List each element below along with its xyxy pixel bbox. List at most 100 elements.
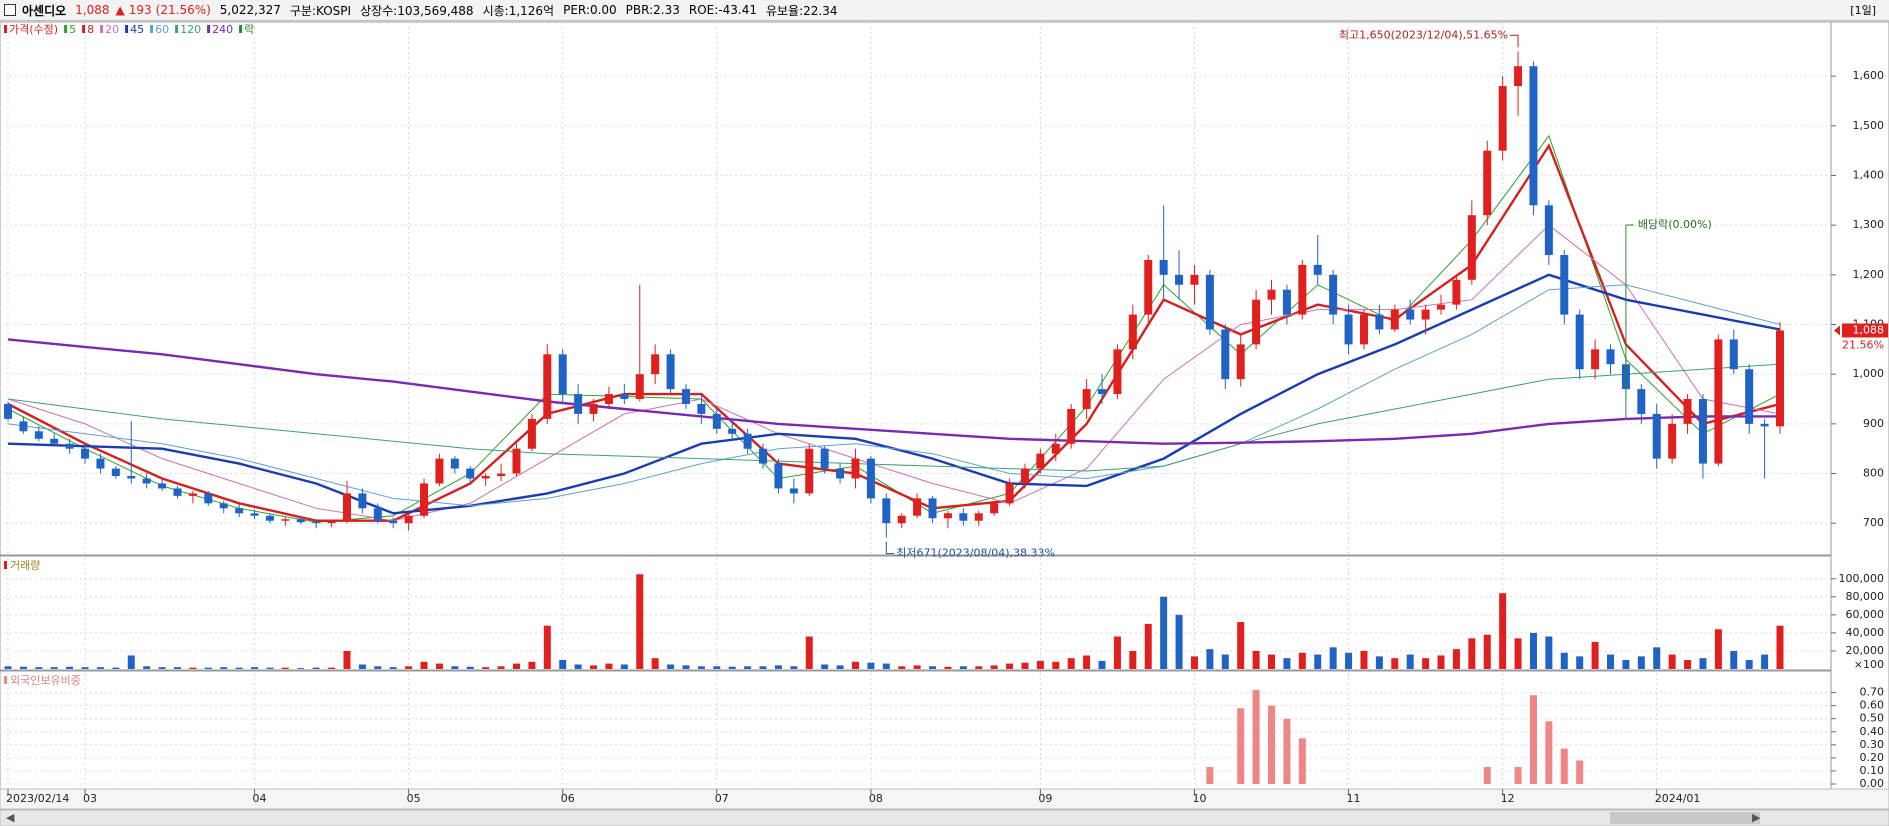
candle-body xyxy=(1498,86,1507,151)
y-tick-label: 1,000 xyxy=(1853,367,1885,380)
legend-label[interactable]: 20 xyxy=(105,23,119,36)
bar xyxy=(1052,661,1060,669)
bar xyxy=(66,666,74,669)
candle-body xyxy=(1760,423,1769,427)
legend-swatch xyxy=(64,25,68,33)
scroll-left[interactable]: ◀ xyxy=(6,811,15,824)
y-tick-label: 60,000 xyxy=(1846,608,1885,621)
candle-body xyxy=(1282,289,1291,315)
candle-body xyxy=(974,513,983,521)
candle-body xyxy=(1467,215,1476,280)
bar xyxy=(1298,738,1306,784)
candle-body xyxy=(219,503,228,509)
bar xyxy=(1314,654,1322,669)
candle-body xyxy=(1329,274,1338,315)
bar xyxy=(543,625,551,669)
checkbox[interactable] xyxy=(4,4,16,16)
candle-body xyxy=(1652,413,1661,459)
candle-body xyxy=(1036,453,1045,469)
bar xyxy=(744,666,752,669)
bar xyxy=(1514,638,1522,669)
candle-body xyxy=(235,508,244,514)
bar xyxy=(4,666,12,669)
candle-body xyxy=(1745,369,1754,424)
candle-body xyxy=(620,394,629,400)
bar xyxy=(697,666,705,669)
bar xyxy=(1499,593,1507,669)
bar xyxy=(1113,636,1121,669)
candle-body xyxy=(142,478,151,484)
y-tick-label: 0.40 xyxy=(1860,725,1885,738)
bar xyxy=(1268,705,1276,784)
candle-body xyxy=(789,488,798,494)
legend-swatch xyxy=(150,25,154,33)
bar xyxy=(343,650,351,669)
bar xyxy=(405,666,413,669)
y-tick-label: 0.20 xyxy=(1860,751,1885,764)
panel-title: 거래량 xyxy=(10,559,40,572)
scroll-thumb[interactable] xyxy=(1610,812,1760,824)
candle-body xyxy=(1714,339,1723,464)
candle-body xyxy=(913,498,922,516)
annotation-arrow xyxy=(1510,34,1519,48)
candle-body xyxy=(1544,205,1553,255)
candle-body xyxy=(743,433,752,449)
legend-label[interactable]: 120 xyxy=(180,23,201,36)
y-tick-label: 1,400 xyxy=(1853,168,1885,181)
y-tick-label: 0.50 xyxy=(1860,712,1885,725)
bar xyxy=(19,666,27,669)
legend-swatch xyxy=(4,676,7,684)
bar xyxy=(1437,655,1445,669)
bar xyxy=(297,668,305,669)
legend-label[interactable]: 240 xyxy=(212,23,233,36)
legend-label[interactable]: 60 xyxy=(155,23,169,36)
candle-body xyxy=(805,448,814,494)
bar xyxy=(451,666,459,669)
bar xyxy=(1607,654,1615,669)
price-marker-box xyxy=(1842,323,1888,338)
bar xyxy=(1021,662,1029,669)
bar xyxy=(1175,614,1183,669)
candle-body xyxy=(342,493,351,522)
period[interactable]: [1일] xyxy=(1850,4,1876,17)
bar xyxy=(35,667,43,669)
bar xyxy=(420,661,428,669)
candle-body xyxy=(1390,309,1399,330)
legend-swatch xyxy=(125,25,129,33)
unit-label: ×100 xyxy=(1854,658,1884,671)
candle-body xyxy=(1236,344,1245,380)
bar xyxy=(1237,622,1245,669)
candle-body xyxy=(1591,349,1600,370)
bar xyxy=(1637,656,1645,669)
legend-label[interactable]: 가격(수정) xyxy=(9,23,58,36)
candle-body xyxy=(589,403,598,414)
candle-body xyxy=(897,515,906,524)
scroll-right[interactable]: ▶ xyxy=(1752,811,1761,824)
bar xyxy=(1129,650,1137,669)
legend-label[interactable]: 45 xyxy=(130,23,144,36)
x-tick-label: 08 xyxy=(869,792,883,805)
candle-body xyxy=(882,498,891,524)
bar xyxy=(1776,625,1784,669)
candle-body xyxy=(111,468,120,477)
legend-swatch xyxy=(175,25,179,33)
legend-label[interactable]: 8 xyxy=(87,23,94,36)
candle-body xyxy=(50,438,59,444)
bar xyxy=(1576,656,1584,669)
candle-body xyxy=(96,458,105,469)
legend-label[interactable]: 락 xyxy=(244,23,254,36)
y-tick-label: 900 xyxy=(1863,417,1884,430)
legend-label[interactable]: 5 xyxy=(69,23,76,36)
candle-body xyxy=(543,354,552,419)
candle-body xyxy=(1221,329,1230,380)
bar xyxy=(898,666,906,669)
bar xyxy=(1529,632,1537,669)
bar xyxy=(605,663,613,669)
candle-body xyxy=(928,498,937,519)
scrollbar[interactable] xyxy=(0,809,1889,826)
x-tick-label: 10 xyxy=(1192,792,1206,805)
bar xyxy=(667,664,675,669)
candle-body xyxy=(188,493,197,496)
candle-body xyxy=(420,483,429,516)
ma-line xyxy=(7,284,1781,507)
